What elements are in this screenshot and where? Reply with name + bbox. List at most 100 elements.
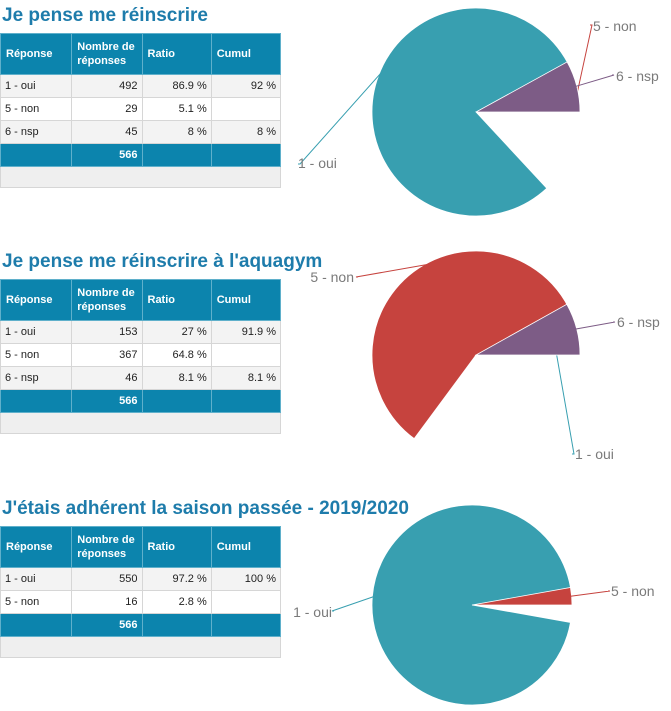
cell-empty	[141, 613, 212, 637]
cell-label: 5 - non	[0, 97, 73, 121]
cell-total: 566	[71, 389, 143, 413]
cell-cumul: 100 %	[210, 567, 282, 591]
pie-label-connector	[355, 263, 431, 278]
cell-count: 153	[71, 320, 143, 344]
cell-total: 566	[71, 613, 143, 637]
cell-count: 550	[71, 567, 143, 591]
cell-count: 46	[71, 366, 143, 390]
stats-table: Réponse Nombre de réponses Ratio Cumul 1…	[0, 33, 282, 188]
pie-label: 6 - nsp	[617, 314, 660, 330]
survey-block-adherent: J'étais adhérent la saison passée - 2019…	[0, 493, 671, 711]
cell-cumul	[210, 343, 282, 367]
survey-block-reinscrire: Je pense me réinscrire Réponse Nombre de…	[0, 0, 671, 240]
table-footer-row	[0, 636, 281, 658]
chart-title: Je pense me réinscrire à l'aquagym	[2, 251, 323, 272]
cell-ratio: 2.8 %	[141, 590, 212, 614]
cell-cumul: 92 %	[210, 74, 282, 98]
pie-label: 5 - non	[593, 18, 637, 34]
table-total-row: 566	[0, 143, 282, 167]
table-footer-row	[0, 412, 281, 434]
table-total-row: 566	[0, 389, 282, 413]
table-row: 5 - non 367 64.8 %	[0, 343, 282, 367]
pie-label-connector	[574, 321, 616, 330]
pie-label: 6 - nsp	[616, 68, 659, 84]
cell-empty	[210, 613, 282, 637]
cell-ratio: 64.8 %	[141, 343, 212, 367]
table-row: 5 - non 16 2.8 %	[0, 590, 282, 614]
survey-block-aquagym: Je pense me réinscrire à l'aquagym Répon…	[0, 246, 671, 486]
table-row: 5 - non 29 5.1 %	[0, 97, 282, 121]
cell-label: 6 - nsp	[0, 120, 73, 144]
cell-count: 45	[71, 120, 143, 144]
table-row: 6 - nsp 45 8 % 8 %	[0, 120, 282, 144]
cell-ratio: 8 %	[141, 120, 212, 144]
pie-label-connector	[298, 70, 383, 165]
cell-empty	[0, 166, 281, 188]
cell-ratio: 8.1 %	[141, 366, 212, 390]
table-header-row: Réponse Nombre de réponses Ratio Cumul	[0, 33, 282, 75]
header-cumul: Cumul	[210, 33, 282, 75]
header-cumul: Cumul	[210, 526, 282, 568]
pie-slice-5-non	[371, 250, 581, 440]
cell-label: 1 - oui	[0, 567, 73, 591]
chart-title: J'étais adhérent la saison passée - 2019…	[2, 498, 409, 519]
cell-ratio: 27 %	[141, 320, 212, 344]
pie-label: 1 - oui	[298, 155, 337, 171]
cell-count: 16	[71, 590, 143, 614]
header-cumul: Cumul	[210, 279, 282, 321]
header-ratio: Ratio	[141, 33, 212, 75]
cell-label: 1 - oui	[0, 74, 73, 98]
pie-label-connector	[569, 590, 611, 597]
table-footer-row	[0, 166, 281, 188]
cell-total: 566	[71, 143, 143, 167]
table-total-row: 566	[0, 613, 282, 637]
pie-label: 1 - oui	[293, 604, 332, 620]
pie-chart: 1 - oui 5 - non	[293, 504, 655, 706]
cell-empty	[0, 412, 281, 434]
cell-ratio: 5.1 %	[141, 97, 212, 121]
cell-empty	[210, 143, 282, 167]
cell-empty	[210, 389, 282, 413]
stats-table: Réponse Nombre de réponses Ratio Cumul 1…	[0, 526, 282, 658]
stats-table: Réponse Nombre de réponses Ratio Cumul 1…	[0, 279, 282, 434]
cell-cumul	[210, 97, 282, 121]
cell-empty	[141, 389, 212, 413]
cell-empty	[0, 636, 281, 658]
pie-label: 5 - non	[310, 269, 354, 285]
header-nombre: Nombre de réponses	[71, 279, 143, 321]
cell-count: 492	[71, 74, 143, 98]
table-row: 6 - nsp 46 8.1 % 8.1 %	[0, 366, 282, 390]
table-row: 1 - oui 550 97.2 % 100 %	[0, 567, 282, 591]
header-reponse: Réponse	[0, 33, 73, 75]
pie-chart: 1 - oui 5 - non 6 - nsp	[298, 7, 659, 217]
cell-label: 5 - non	[0, 590, 73, 614]
cell-cumul	[210, 590, 282, 614]
pie-label-connector	[576, 24, 593, 96]
pie-label-connector	[574, 74, 615, 88]
pie-slice-1-oui	[371, 7, 581, 217]
cell-ratio: 97.2 %	[141, 567, 212, 591]
cell-label: 6 - nsp	[0, 366, 73, 390]
cell-empty	[0, 389, 73, 413]
header-nombre: Nombre de réponses	[71, 33, 143, 75]
cell-empty	[0, 613, 73, 637]
chart-title: Je pense me réinscrire	[2, 5, 208, 26]
header-ratio: Ratio	[141, 526, 212, 568]
cell-label: 1 - oui	[0, 320, 73, 344]
cell-cumul: 8 %	[210, 120, 282, 144]
header-ratio: Ratio	[141, 279, 212, 321]
pie-chart: 1 - oui 5 - non 6 - nsp	[310, 250, 660, 462]
header-nombre: Nombre de réponses	[71, 526, 143, 568]
cell-cumul: 91.9 %	[210, 320, 282, 344]
pie-label-connector	[331, 595, 375, 612]
cell-cumul: 8.1 %	[210, 366, 282, 390]
table-row: 1 - oui 492 86.9 % 92 %	[0, 74, 282, 98]
cell-label: 5 - non	[0, 343, 73, 367]
table-row: 1 - oui 153 27 % 91.9 %	[0, 320, 282, 344]
table-header-row: Réponse Nombre de réponses Ratio Cumul	[0, 279, 282, 321]
cell-count: 29	[71, 97, 143, 121]
table-header-row: Réponse Nombre de réponses Ratio Cumul	[0, 526, 282, 568]
cell-ratio: 86.9 %	[141, 74, 212, 98]
cell-empty	[141, 143, 212, 167]
pie-label: 1 - oui	[575, 446, 614, 462]
